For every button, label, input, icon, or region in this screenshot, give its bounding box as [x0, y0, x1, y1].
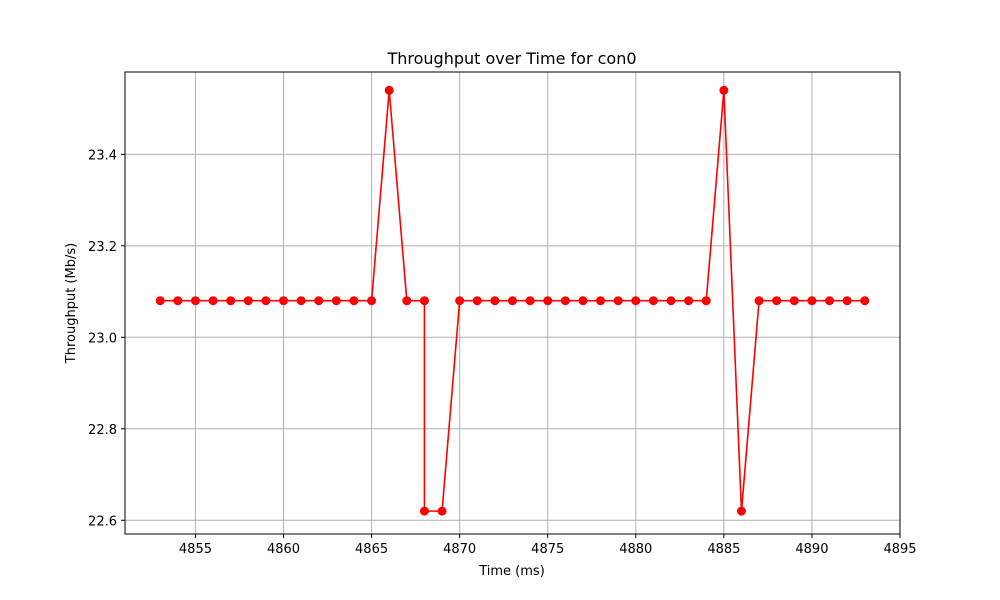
y-tick-label: 23.0: [88, 331, 117, 346]
data-point: [508, 296, 517, 306]
data-point: [208, 296, 218, 306]
data-point: [525, 296, 535, 306]
data-point: [419, 506, 429, 516]
y-tick-label: 22.6: [88, 514, 117, 529]
data-point: [860, 296, 870, 306]
data-point: [807, 296, 817, 306]
data-point: [772, 296, 782, 306]
data-point: [736, 506, 746, 516]
data-point: [684, 296, 694, 306]
data-point: [472, 296, 482, 306]
chart-title: Throughput over Time for con0: [386, 49, 636, 68]
data-point: [190, 296, 200, 306]
data-point: [367, 296, 377, 306]
x-tick-label: 4895: [883, 542, 916, 557]
plot-frame: [124, 71, 901, 535]
data-point: [666, 296, 676, 306]
x-tick-label: 4875: [531, 542, 564, 557]
data-point: [754, 296, 764, 306]
data-point: [455, 296, 465, 306]
data-point: [613, 296, 623, 306]
data-point: [402, 296, 412, 306]
data-point: [279, 296, 289, 306]
x-tick-label: 4880: [619, 542, 652, 557]
x-axis-ticks: 4855 4860 4865 4870 4875 4880 4885 4890 4895: [179, 534, 917, 557]
x-tick-label: 4855: [179, 542, 212, 557]
data-point: [173, 296, 183, 306]
data-point: [648, 296, 658, 306]
data-point: [596, 296, 606, 306]
data-point: [314, 296, 324, 306]
data-point: [719, 85, 729, 95]
series-layer: [155, 85, 870, 516]
data-point: [261, 296, 271, 306]
data-point: [789, 296, 799, 306]
data-point: [384, 85, 394, 95]
x-tick-label: 4860: [267, 542, 300, 557]
data-point: [155, 296, 165, 306]
data-point: [490, 296, 500, 306]
data-point: [349, 296, 359, 306]
data-point: [331, 296, 341, 306]
data-point: [296, 296, 306, 306]
data-point: [437, 506, 447, 516]
x-tick-label: 4885: [707, 542, 740, 557]
x-tick-label: 4865: [355, 542, 388, 557]
y-tick-label: 22.8: [88, 423, 117, 438]
data-point: [419, 296, 429, 306]
data-point: [631, 296, 641, 306]
x-axis-title: Time (ms): [478, 564, 545, 579]
data-point: [578, 296, 588, 306]
data-point: [701, 296, 711, 306]
data-point: [226, 296, 236, 306]
data-point: [560, 296, 570, 306]
y-axis-ticks: 22.6 22.8 23.0 23.2 23.4: [88, 148, 125, 529]
x-tick-label: 4870: [443, 542, 476, 557]
data-point: [543, 296, 553, 306]
y-axis-title: Throughput (Mb/s): [64, 243, 79, 364]
y-tick-label: 23.4: [88, 148, 117, 163]
x-tick-label: 4890: [795, 542, 828, 557]
y-tick-label: 23.2: [88, 240, 117, 255]
data-point: [825, 296, 835, 306]
data-point: [243, 296, 253, 306]
data-point: [842, 296, 852, 306]
